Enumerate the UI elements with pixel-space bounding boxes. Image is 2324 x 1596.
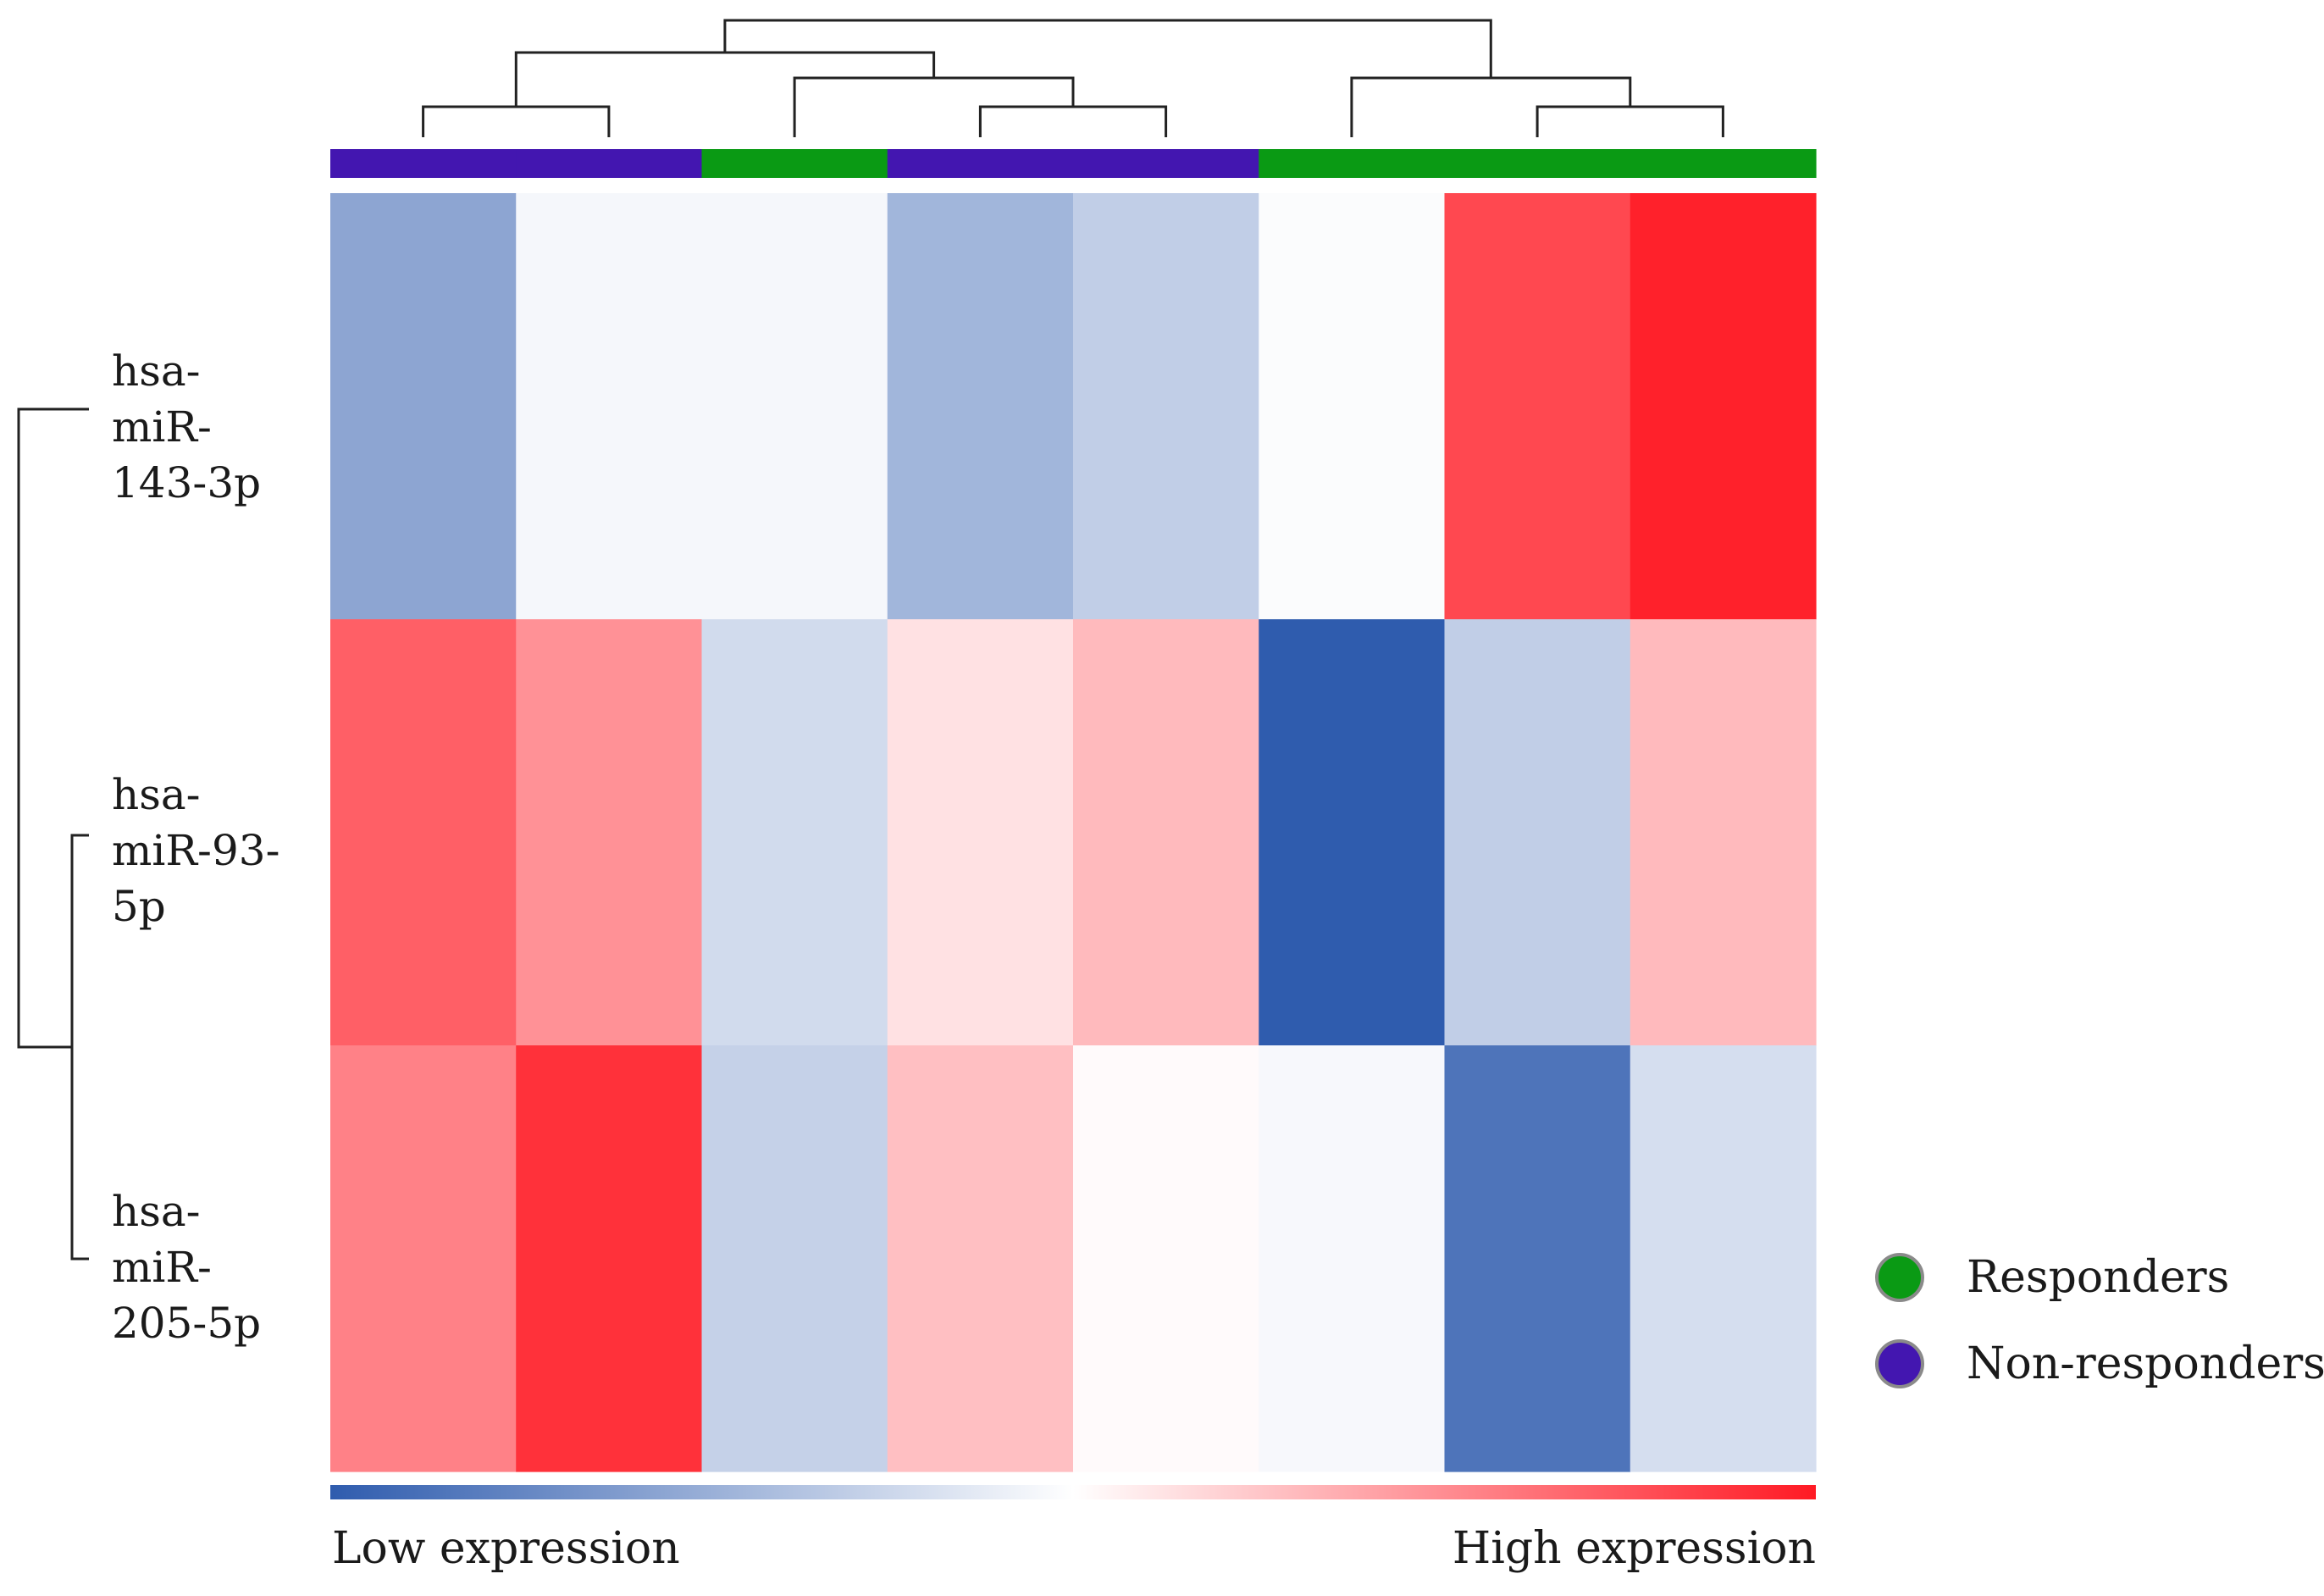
heatmap-cell-r1-c4 xyxy=(887,193,1074,620)
row-label-1: hsa-miR- 143-3p xyxy=(112,346,261,507)
column-dendrogram-link-7 xyxy=(723,19,1492,78)
group-legend: Responders Non-responders xyxy=(1875,1252,2324,1389)
row-label-3: hsa-miR- 205-5p xyxy=(112,1187,261,1348)
row-label-2-line-1: hsa- xyxy=(112,770,201,819)
group-bar-segment-8 xyxy=(1630,149,1817,178)
legend-label-responders: Responders xyxy=(1967,1252,2229,1303)
heatmap-cell-r1-c3 xyxy=(701,193,888,620)
row-label-2-line-2: miR-93- xyxy=(112,826,279,875)
group-bar-segment-4 xyxy=(887,149,1074,178)
heatmap-cell-r3-c5 xyxy=(1073,1045,1259,1472)
row-label-3-line-3: 205-5p xyxy=(112,1299,261,1348)
legend-swatch-non-responders xyxy=(1875,1339,1924,1388)
row-dendrogram-link-2 xyxy=(17,407,89,1049)
group-bar-segment-6 xyxy=(1259,149,1446,178)
heatmap-cell-r2-c1 xyxy=(330,619,517,1046)
group-bar-segment-5 xyxy=(1073,149,1259,178)
row-label-1-line-2: miR- xyxy=(112,402,212,452)
heatmap-cell-r2-c4 xyxy=(887,619,1074,1046)
heatmap-cells xyxy=(330,193,1817,1472)
column-dendrogram-link-1 xyxy=(422,105,611,137)
color-scale-low-label: Low expression xyxy=(332,1523,680,1574)
heatmap-cell-r1-c5 xyxy=(1073,193,1259,620)
color-scale-high-label: High expression xyxy=(1452,1523,1816,1574)
column-dendrogram-link-6 xyxy=(514,51,936,107)
row-labels: hsa-miR- 143-3p hsa-miR-93- 5p hsa-miR- 205-5… xyxy=(112,346,279,1348)
column-dendrogram xyxy=(422,19,1724,137)
heatmap-cell-r2-c6 xyxy=(1259,619,1446,1046)
row-label-1-line-3: 143-3p xyxy=(112,458,261,507)
group-bar-segment-1 xyxy=(330,149,517,178)
column-dendrogram-link-2 xyxy=(978,105,1168,137)
heatmap-cell-r2-c2 xyxy=(516,619,703,1046)
row-dendrogram-link-1 xyxy=(70,834,89,1261)
heatmap-cell-r2-c8 xyxy=(1630,619,1817,1046)
row-label-2: hsa-miR-93- 5p xyxy=(112,770,279,931)
group-bar-segment-2 xyxy=(516,149,703,178)
heatmap-cell-r3-c2 xyxy=(516,1045,703,1472)
row-label-2-line-3: 5p xyxy=(112,882,166,931)
legend-label-non-responders: Non-responders xyxy=(1967,1338,2324,1389)
heatmap-cell-r3-c1 xyxy=(330,1045,517,1472)
heatmap-cell-r2-c7 xyxy=(1444,619,1631,1046)
row-label-1-line-1: hsa- xyxy=(112,346,201,396)
heatmap-cell-r3-c8 xyxy=(1630,1045,1817,1472)
heatmap-cell-r1-c2 xyxy=(516,193,703,620)
heatmap-cell-r1-c1 xyxy=(330,193,517,620)
heatmap-cell-r3-c6 xyxy=(1259,1045,1446,1472)
heatmap-cell-r1-c8 xyxy=(1630,193,1817,620)
row-label-3-line-2: miR- xyxy=(112,1243,212,1292)
heatmap-cell-r3-c7 xyxy=(1444,1045,1631,1472)
group-annotation-bar xyxy=(330,149,1817,178)
column-dendrogram-link-3 xyxy=(1536,105,1724,137)
heatmap-cell-r1-c6 xyxy=(1259,193,1446,620)
heatmap-cell-r3-c3 xyxy=(701,1045,888,1472)
heatmap-cell-r3-c4 xyxy=(887,1045,1074,1472)
row-dendrogram xyxy=(17,407,89,1261)
group-bar-segment-3 xyxy=(701,149,888,178)
color-scale-bar xyxy=(330,1485,1816,1499)
heatmap-cell-r2-c5 xyxy=(1073,619,1259,1046)
legend-swatch-responders xyxy=(1875,1253,1924,1302)
heatmap-cell-r2-c3 xyxy=(701,619,888,1046)
group-bar-segment-7 xyxy=(1444,149,1631,178)
heatmap-cell-r1-c7 xyxy=(1444,193,1631,620)
row-label-3-line-1: hsa- xyxy=(112,1187,201,1236)
